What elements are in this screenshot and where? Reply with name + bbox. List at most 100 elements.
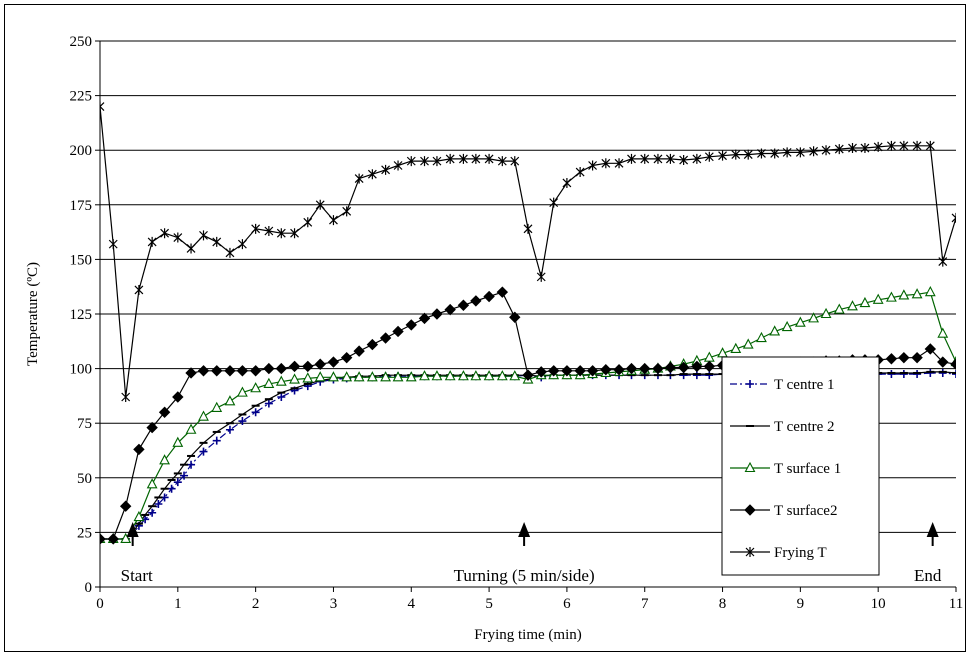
point-frying-t-61-glyph [886,140,896,151]
point-t-surface-1-12 [250,382,262,393]
point-t-surface2-5 [158,406,171,418]
point-t-surface-1-59-glyph [859,296,871,308]
point-frying-t-17-glyph [315,199,325,210]
point-t-surface-1-30-glyph [483,370,495,381]
point-t-surface2-38-glyph [586,365,599,377]
point-t-surface-1-10 [224,395,236,406]
point-t-surface-1-52 [769,325,781,336]
point-t-surface2-25 [418,312,431,325]
point-t-centre-1-11-glyph [180,471,189,480]
point-frying-t-60-glyph [873,141,883,152]
point-frying-t-34-glyph [536,271,546,282]
point-t-surface-1-28 [457,370,469,381]
point-t-surface-1-56 [820,307,832,319]
point-t-centre-1-10-glyph [173,478,182,487]
point-t-surface2-34 [535,366,547,378]
y-tick-label-50: 50 [77,471,92,487]
point-t-surface2-32-glyph [509,311,521,323]
point-frying-t-36-glyph [562,177,572,188]
point-t-surface2-16-glyph [302,360,314,373]
y-axis-label: Temperature (ºC) [25,262,41,366]
point-t-surface-1-17 [314,371,326,382]
point-frying-t-26-glyph [432,156,442,167]
point-t-centre-1-14 [212,436,221,445]
point-t-surface2-15-glyph [288,360,301,373]
point-frying-t-54 [795,147,805,158]
point-frying-t-2-glyph [121,391,131,402]
x-tick-label-11: 11 [949,596,963,612]
point-t-surface-1-65 [937,327,949,338]
point-frying-t-43 [653,153,663,164]
y-tick-labels: 0 25 50 75 100 125 150 175 200 225 250 [70,34,93,596]
point-t-surface-1-50-glyph [742,338,754,349]
point-t-surface2-16 [302,360,314,373]
point-t-surface2-30 [483,290,495,303]
point-t-centre-1-16 [238,417,247,426]
point-t-centre-1-70-glyph [938,368,947,377]
point-frying-t-45-glyph [679,155,689,166]
y-tick-label-75: 75 [77,416,92,432]
point-t-centre-1-7-glyph [154,500,163,509]
point-t-surface-1-5 [159,454,171,465]
point-t-surface2-45 [677,361,690,374]
point-t-surface2-13 [263,362,275,375]
point-t-surface-1-16 [302,372,314,383]
point-frying-t-44 [665,153,675,164]
point-t-surface-1-58 [847,300,858,311]
point-t-surface-1-29 [470,370,482,381]
point-frying-t-44-glyph [665,153,675,164]
legend-swatch-marker-t-surface-1 [744,461,756,473]
point-t-surface2-30-glyph [483,290,495,303]
point-t-surface2-11-glyph [236,365,249,377]
point-t-surface-1-58-glyph [847,300,858,311]
point-t-surface-1-21-glyph [366,371,378,382]
annotation-0: Start [121,522,153,585]
point-t-surface2-36-glyph [561,365,573,377]
point-t-surface2-42 [639,362,651,375]
point-frying-t-62 [899,140,909,151]
point-t-centre-1-51 [692,371,701,380]
point-t-surface2-8-glyph [197,365,210,377]
point-frying-t-16 [303,217,313,228]
point-frying-t-4-glyph [147,236,157,247]
point-t-surface-1-60 [872,293,884,304]
point-t-surface2-24 [405,319,417,331]
point-t-centre-1-15 [225,425,234,434]
point-frying-t-55-glyph [809,146,819,157]
point-frying-t-2 [121,391,131,402]
point-frying-t-37 [575,167,585,178]
point-t-surface-1-51-glyph [756,331,767,343]
point-frying-t-22-glyph [381,164,391,175]
point-frying-t-59-glyph [860,143,870,154]
point-t-centre-1-66 [887,370,896,379]
annotation-arrow-head-0 [126,522,139,537]
point-frying-t-49 [731,149,741,160]
point-frying-t-16-glyph [303,217,313,228]
point-t-surface-1-13 [263,377,275,388]
point-t-surface2-44 [664,361,677,374]
point-frying-t-53-glyph [782,147,792,158]
point-t-surface-1-54 [794,316,806,327]
point-t-surface2-12 [249,365,262,377]
legend-swatch-marker-frying-t-glyph [745,547,755,557]
point-frying-t-51 [757,148,766,159]
point-frying-t-18-glyph [329,215,338,226]
point-t-surface-1-14 [275,375,287,386]
point-frying-t-25 [420,156,429,167]
point-t-surface2-9-glyph [211,365,223,377]
point-frying-t-64-glyph [925,140,935,151]
point-t-surface2-63-glyph [911,351,923,364]
point-t-surface-1-19-glyph [341,371,353,382]
point-t-surface-1-55 [808,312,820,323]
legend-swatch-marker-t-centre-1-glyph [746,380,754,388]
point-t-surface2-47-glyph [703,360,716,373]
point-frying-t-38-glyph [588,160,598,171]
point-t-surface2-6 [172,391,184,403]
point-t-surface2-3-glyph [133,443,145,456]
annotation-label-0: Start [121,566,153,585]
point-frying-t-13-glyph [264,226,274,237]
point-t-surface-1-32-glyph [509,370,521,381]
point-t-surface2-28 [457,299,470,311]
point-t-surface2-38 [586,365,599,377]
point-t-centre-1-19-glyph [277,392,286,401]
